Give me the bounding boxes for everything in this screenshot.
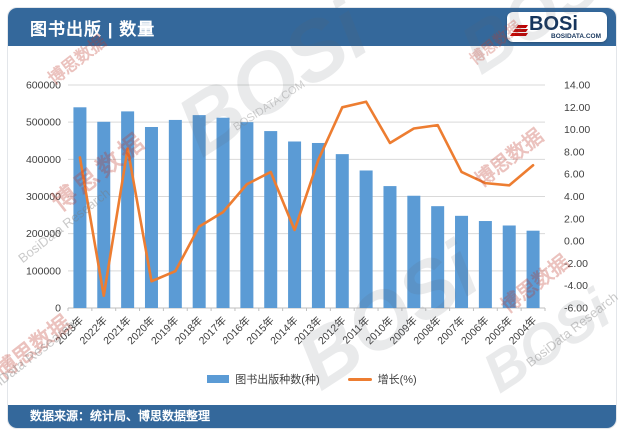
legend-bar-label: 图书出版种数(种) [235,374,320,386]
left-axis-label: 500000 [26,117,61,129]
legend-item-bars: 图书出版种数(种) [207,371,320,387]
legend-line-swatch [347,377,372,381]
bosi-logo: BOSi BOSIDATA.COM [507,12,607,42]
right-axis-label: 0.00 [564,236,585,248]
bar-2011年 [359,170,373,308]
left-axis-label: 0 [55,303,61,315]
bar-2009年 [407,195,421,308]
bar-2008年 [431,206,445,308]
left-axis-label: 300000 [26,191,61,203]
combo-chart: 600000 500000 400000 300000 200000 100000 0 14.… [26,80,590,348]
growth-line [78,100,535,298]
right-axis-label: 12.00 [564,102,590,114]
right-axis-label: -2.00 [564,258,588,270]
bar-2023年 [73,107,87,308]
header-bar: 图书出版 | 数量 BOSi BOSIDATA.COM [8,8,616,46]
chart-area: 600000 500000 400000 300000 200000 100000 0 14.… [8,46,616,405]
bar-2007年 [455,215,469,308]
right-axis-label: 14.00 [564,80,590,92]
page-title: 图书出版 | 数量 [30,19,156,39]
bar-2013年 [311,142,325,308]
report-card: 图书出版 | 数量 BOSi BOSIDATA.COM 600000 500000… [8,8,616,428]
left-axis-label: 600000 [26,80,61,92]
right-axis-label: 10.00 [564,124,590,136]
bar-2022年 [97,121,111,308]
bar-2010年 [383,186,397,308]
left-axis-label: 100000 [26,265,61,277]
bar-2016年 [240,122,254,309]
footer-bar: 数据来源：统计局、博思数据整理 [8,405,616,428]
right-axis-label: 6.00 [564,169,585,181]
left-axis-label: 400000 [26,154,61,166]
logo-stripes-icon [509,24,531,38]
data-source: 数据来源：统计局、博思数据整理 [30,409,211,423]
right-axis-label: -4.00 [564,280,588,292]
bar-2012年 [335,154,349,308]
right-axis-label: 2.00 [564,213,585,225]
bar-2005年 [502,225,516,308]
left-axis-label: 200000 [26,228,61,240]
legend-bar-swatch [207,375,230,383]
legend-line-label: 增长(%) [377,374,417,386]
right-axis-label: -6.00 [564,303,588,315]
bar-2014年 [288,141,302,308]
chart-legend: 图书出版种数(种) 增长(%) [8,371,616,387]
logo-domain: BOSIDATA.COM [551,33,601,40]
bar-2006年 [478,221,492,308]
bar-2019年 [168,119,182,308]
legend-item-line: 增长(%) [347,371,417,387]
logo-wordmark: BOSi [529,13,578,35]
right-axis-label: 4.00 [564,191,585,203]
bar-2018年 [192,115,206,308]
right-axis-label: 8.00 [564,146,585,158]
bar-2021年 [121,111,135,308]
bar-2004年 [526,230,540,308]
bar-2015年 [264,131,278,308]
